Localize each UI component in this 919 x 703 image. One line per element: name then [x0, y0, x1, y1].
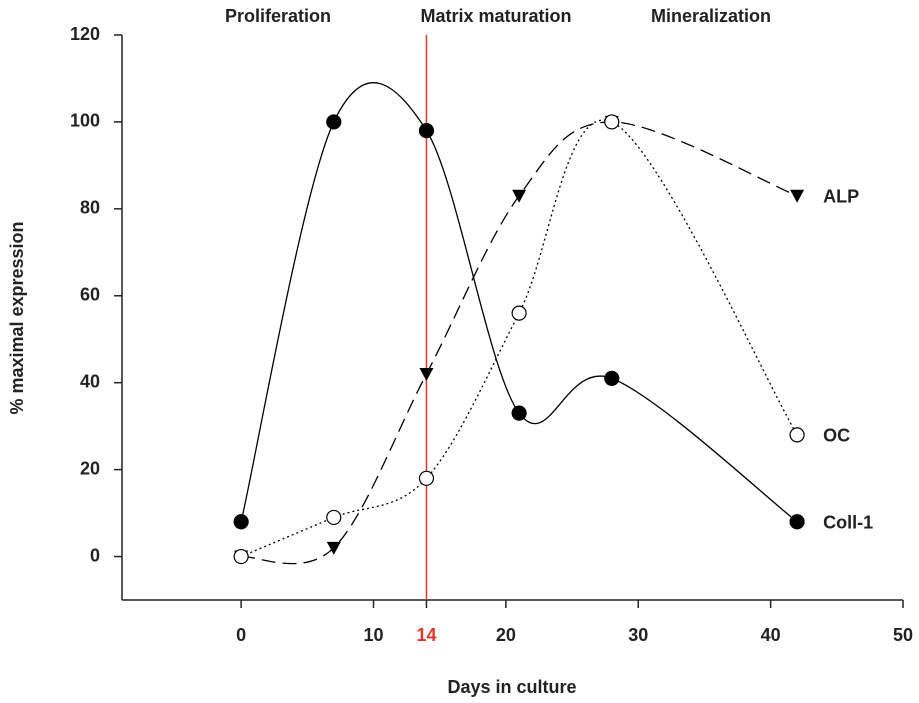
- x-axis-label: Days in culture: [447, 677, 576, 697]
- y-tick-label: 60: [80, 285, 100, 305]
- marker: [789, 427, 805, 443]
- x-tick-label: 0: [236, 625, 246, 645]
- phase-label: Matrix maturation: [420, 6, 571, 26]
- marker: [511, 305, 527, 321]
- series-line: [240, 82, 798, 523]
- marker: [512, 189, 527, 203]
- x-tick-label: 30: [628, 625, 648, 645]
- x-tick-label: 14: [416, 625, 436, 645]
- marker: [604, 114, 620, 130]
- phase-label: Proliferation: [225, 6, 331, 26]
- phase-label: Mineralization: [651, 6, 771, 26]
- y-tick-label: 20: [80, 458, 100, 478]
- marker: [326, 509, 342, 526]
- series-line: [240, 119, 798, 558]
- y-tick-label: 100: [70, 111, 100, 131]
- y-tick-label: 40: [80, 371, 100, 391]
- marker: [418, 470, 435, 486]
- series-line: [241, 121, 798, 565]
- y-tick-label: 0: [90, 545, 100, 565]
- marker: [233, 548, 249, 565]
- marker: [789, 514, 805, 530]
- x-tick-label: 40: [761, 625, 781, 645]
- x-tick-label: 20: [496, 625, 516, 645]
- marker: [511, 405, 527, 421]
- marker: [790, 189, 805, 203]
- y-axis-label: % maximal expression: [7, 221, 27, 414]
- x-tick-label: 50: [893, 625, 913, 645]
- y-tick-label: 120: [70, 24, 100, 44]
- marker: [233, 514, 249, 530]
- y-tick-label: 80: [80, 198, 100, 218]
- x-tick-label: 10: [363, 625, 383, 645]
- marker: [604, 370, 620, 386]
- marker: [418, 123, 435, 139]
- marker: [419, 368, 434, 381]
- series-label: Coll-1: [823, 513, 873, 533]
- series-label: ALP: [823, 187, 859, 207]
- marker: [326, 541, 341, 555]
- marker: [326, 114, 342, 130]
- series-label: OC: [823, 426, 850, 446]
